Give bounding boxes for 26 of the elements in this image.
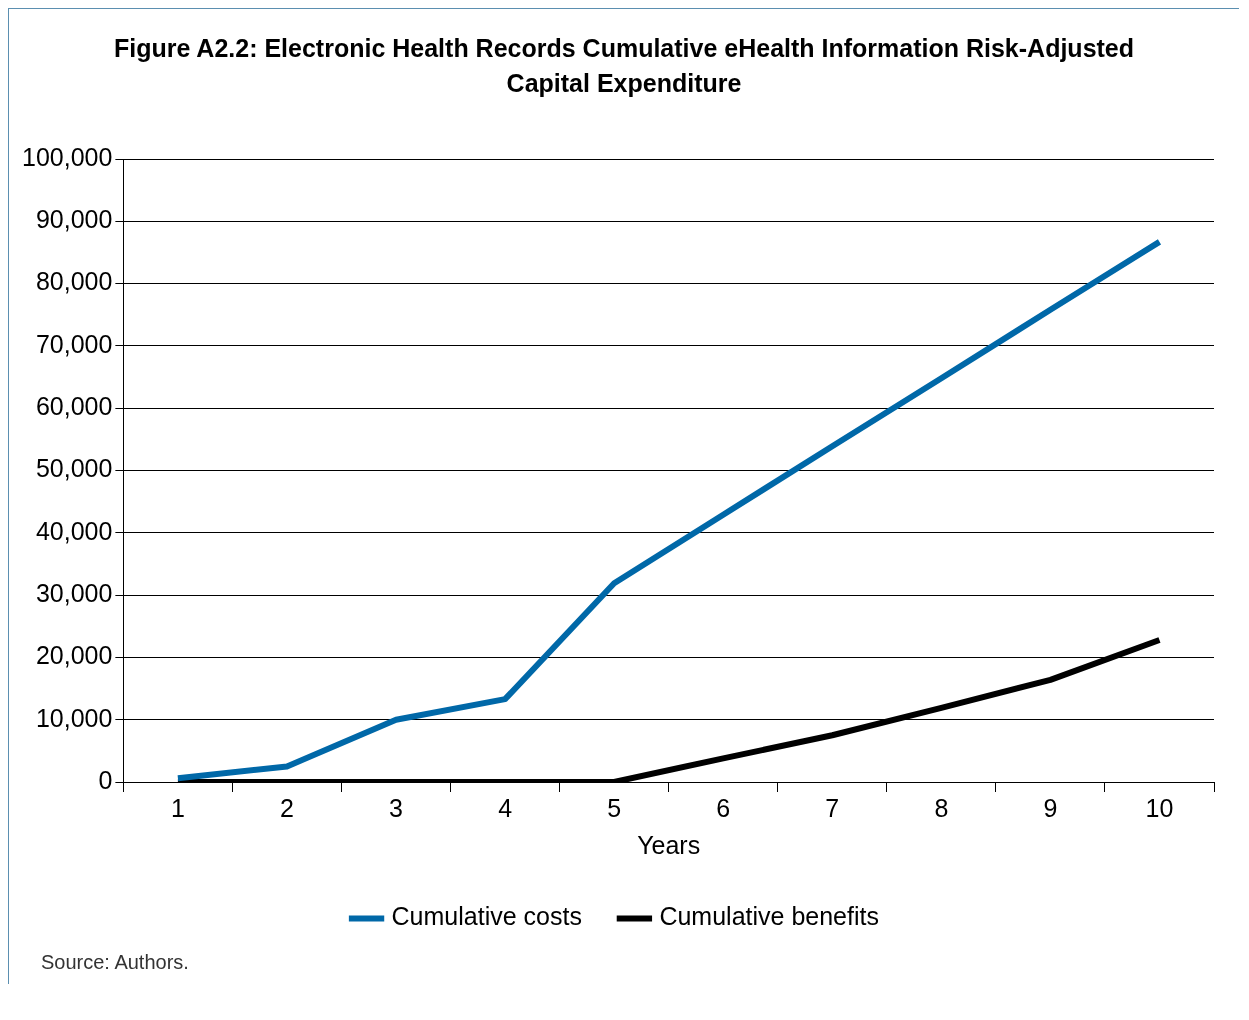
y-tick-label: 30,000 <box>35 578 113 607</box>
x-tick-label: 8 <box>934 793 949 822</box>
legend-label: Cumulative benefits <box>659 902 879 931</box>
x-tick-label: 7 <box>825 793 840 822</box>
source-note: Source: Authors. <box>40 950 190 975</box>
x-tick-label: 5 <box>607 793 622 822</box>
y-tick-label: 50,000 <box>35 454 113 483</box>
y-tick-label: 60,000 <box>35 392 113 421</box>
y-tick-label: 20,000 <box>35 641 113 670</box>
legend-label: Cumulative costs <box>391 902 582 931</box>
x-axis-title: Years <box>637 830 701 859</box>
x-tick-label: 1 <box>170 793 185 822</box>
x-tick-label: 6 <box>716 793 731 822</box>
y-tick-label: 0 <box>98 765 113 794</box>
x-tick-label: 9 <box>1043 793 1058 822</box>
y-tick-label: 40,000 <box>35 516 113 545</box>
y-tick-label: 100,000 <box>21 142 113 171</box>
y-tick-label: 80,000 <box>35 267 113 296</box>
x-tick-label: 10 <box>1145 793 1174 822</box>
x-tick-label: 3 <box>389 793 403 822</box>
x-tick-label: 2 <box>280 793 294 822</box>
y-tick-label: 90,000 <box>35 205 113 234</box>
y-tick-label: 70,000 <box>35 329 113 358</box>
y-tick-label: 10,000 <box>35 703 113 732</box>
x-tick-label: 4 <box>498 793 513 822</box>
chart-title: Figure A2.2: Electronic Health Records Cumulative eHealth Information Risk-Adjusted Capital Expenditure <box>112 33 1136 99</box>
